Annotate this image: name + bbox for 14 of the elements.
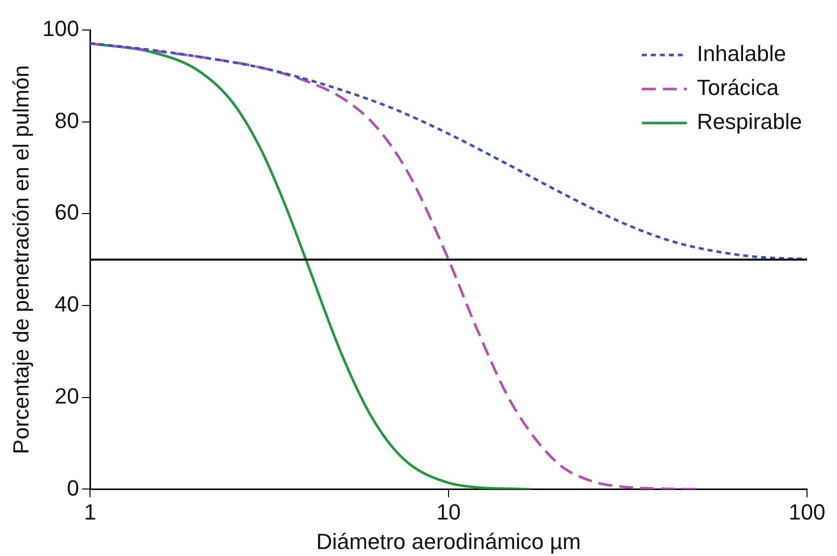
legend-label: Torácica — [696, 75, 780, 100]
x-tick-label: 100 — [788, 499, 826, 524]
y-tick-label: 100 — [42, 16, 80, 42]
legend-label: Inhalable — [696, 41, 786, 66]
y-axis-title: Porcentaje de penetración en el pulmón — [8, 65, 34, 454]
y-tick-label: 0 — [66, 475, 80, 500]
x-tick-label: 10 — [436, 499, 461, 524]
legend-label: Respirable — [696, 109, 802, 134]
y-tick-label: 40 — [54, 292, 80, 317]
x-tick-label: 1 — [84, 499, 96, 524]
y-tick-label: 80 — [54, 108, 80, 133]
y-tick-label: 60 — [54, 200, 80, 225]
y-tick-label: 20 — [54, 383, 80, 408]
x-axis-title: Diámetro aerodinámico µm — [316, 528, 581, 554]
